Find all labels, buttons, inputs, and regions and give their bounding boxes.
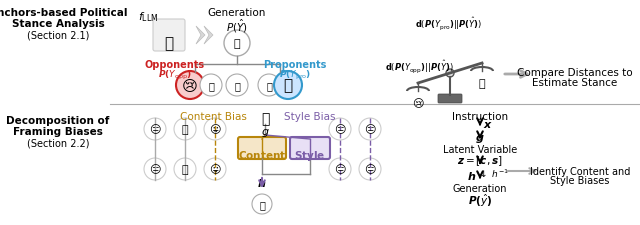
FancyBboxPatch shape	[238, 137, 286, 159]
Text: $\boldsymbol{g}$: $\boldsymbol{g}$	[476, 132, 484, 144]
Circle shape	[359, 119, 381, 140]
Text: 😛: 😛	[209, 164, 221, 174]
Text: Latent Variable: Latent Variable	[443, 144, 517, 154]
Text: $P(\hat{Y})$: $P(\hat{Y})$	[226, 18, 248, 35]
Text: 😑: 😑	[334, 124, 346, 134]
Text: Proponents: Proponents	[263, 60, 326, 70]
Circle shape	[252, 194, 272, 214]
Text: (Section 2.1): (Section 2.1)	[27, 30, 89, 40]
Circle shape	[176, 72, 204, 99]
Text: $\mathbf{d}(\boldsymbol{P(Y_{\rm opp})}||\boldsymbol{P(\hat{Y})})$: $\mathbf{d}(\boldsymbol{P(Y_{\rm opp})}|…	[385, 58, 454, 74]
FancyBboxPatch shape	[153, 20, 185, 52]
Text: $\mathbf{d}(\boldsymbol{P(Y_{\rm pro})}||\boldsymbol{P(\hat{Y})})$: $\mathbf{d}(\boldsymbol{P(Y_{\rm pro})}|…	[415, 15, 482, 32]
Text: 🤖: 🤖	[164, 36, 173, 51]
Text: (Section 2.2): (Section 2.2)	[27, 137, 89, 147]
Circle shape	[174, 158, 196, 180]
Text: $\mathbf{C}$ontent: $\mathbf{C}$ontent	[238, 148, 286, 160]
Text: Style Biases: Style Biases	[550, 175, 610, 185]
Circle shape	[329, 158, 351, 180]
Text: Framing Biases: Framing Biases	[13, 126, 103, 136]
Text: $\boldsymbol{P(Y_{\rm pro})}$: $\boldsymbol{P(Y_{\rm pro})}$	[279, 69, 311, 82]
Text: Generation: Generation	[452, 183, 508, 193]
Circle shape	[258, 75, 280, 97]
Polygon shape	[196, 27, 205, 45]
Text: $g$: $g$	[260, 126, 269, 138]
Text: Opponents: Opponents	[145, 60, 205, 70]
Text: Stance Analysis: Stance Analysis	[12, 19, 104, 29]
Text: $\downarrow\ h^{-1}$: $\downarrow\ h^{-1}$	[479, 167, 509, 180]
Text: 😑: 😑	[364, 164, 376, 174]
Circle shape	[226, 75, 248, 97]
Text: Anchors-based Political: Anchors-based Political	[0, 8, 127, 18]
Text: 😢: 😢	[412, 99, 424, 108]
Text: 😑: 😑	[149, 124, 161, 134]
Text: 😢: 😢	[182, 78, 198, 93]
Text: 😑: 😑	[149, 164, 161, 174]
Text: $\boldsymbol{h}$: $\boldsymbol{h}$	[257, 176, 267, 188]
Text: 📋: 📋	[208, 81, 214, 91]
Circle shape	[144, 158, 166, 180]
Text: Decomposition of: Decomposition of	[6, 115, 109, 126]
Circle shape	[174, 119, 196, 140]
Text: 🤗: 🤗	[182, 124, 188, 134]
Circle shape	[204, 119, 226, 140]
Circle shape	[329, 119, 351, 140]
Text: $\mathbf{S}$tyle: $\mathbf{S}$tyle	[294, 148, 326, 162]
Text: 📋: 📋	[266, 81, 272, 91]
Circle shape	[204, 158, 226, 180]
Circle shape	[224, 31, 250, 57]
Text: Generation: Generation	[208, 8, 266, 18]
Text: Instruction: Instruction	[452, 112, 508, 122]
Circle shape	[144, 119, 166, 140]
Circle shape	[359, 158, 381, 180]
Text: $\boldsymbol{h}$: $\boldsymbol{h}$	[467, 169, 477, 181]
Text: $\boldsymbol{P(Y_{\rm opp})}$: $\boldsymbol{P(Y_{\rm opp})}$	[158, 69, 192, 82]
Text: 🌍: 🌍	[261, 112, 269, 126]
Text: 😛: 😛	[209, 124, 221, 134]
Circle shape	[446, 70, 454, 78]
Text: 🥰: 🥰	[284, 78, 292, 93]
Text: Compare Distances to: Compare Distances to	[517, 68, 633, 78]
Circle shape	[200, 75, 222, 97]
Text: 📋: 📋	[234, 81, 240, 91]
Text: Style Bias: Style Bias	[284, 112, 336, 122]
Text: 🥰: 🥰	[479, 79, 485, 89]
Text: $\boldsymbol{z} = [\boldsymbol{c}, \boldsymbol{s}]$: $\boldsymbol{z} = [\boldsymbol{c}, \bold…	[457, 153, 503, 167]
Text: Identify Content and: Identify Content and	[530, 166, 630, 176]
Text: 📋: 📋	[259, 199, 265, 209]
Text: $\boldsymbol{x}$: $\boldsymbol{x}$	[483, 119, 493, 129]
Text: 😑: 😑	[334, 164, 346, 174]
Text: 📋: 📋	[234, 39, 240, 49]
Text: $\boldsymbol{P(\hat{y})}$: $\boldsymbol{P(\hat{y})}$	[468, 192, 492, 208]
Text: 🤗: 🤗	[182, 164, 188, 174]
FancyBboxPatch shape	[290, 137, 330, 159]
Text: $f_{\rm LLM}$: $f_{\rm LLM}$	[138, 10, 158, 24]
Circle shape	[274, 72, 302, 99]
FancyBboxPatch shape	[438, 94, 462, 104]
Text: 😑: 😑	[364, 124, 376, 134]
Text: Content Bias: Content Bias	[180, 112, 246, 122]
Text: Estimate Stance: Estimate Stance	[532, 78, 618, 88]
Polygon shape	[204, 27, 213, 45]
